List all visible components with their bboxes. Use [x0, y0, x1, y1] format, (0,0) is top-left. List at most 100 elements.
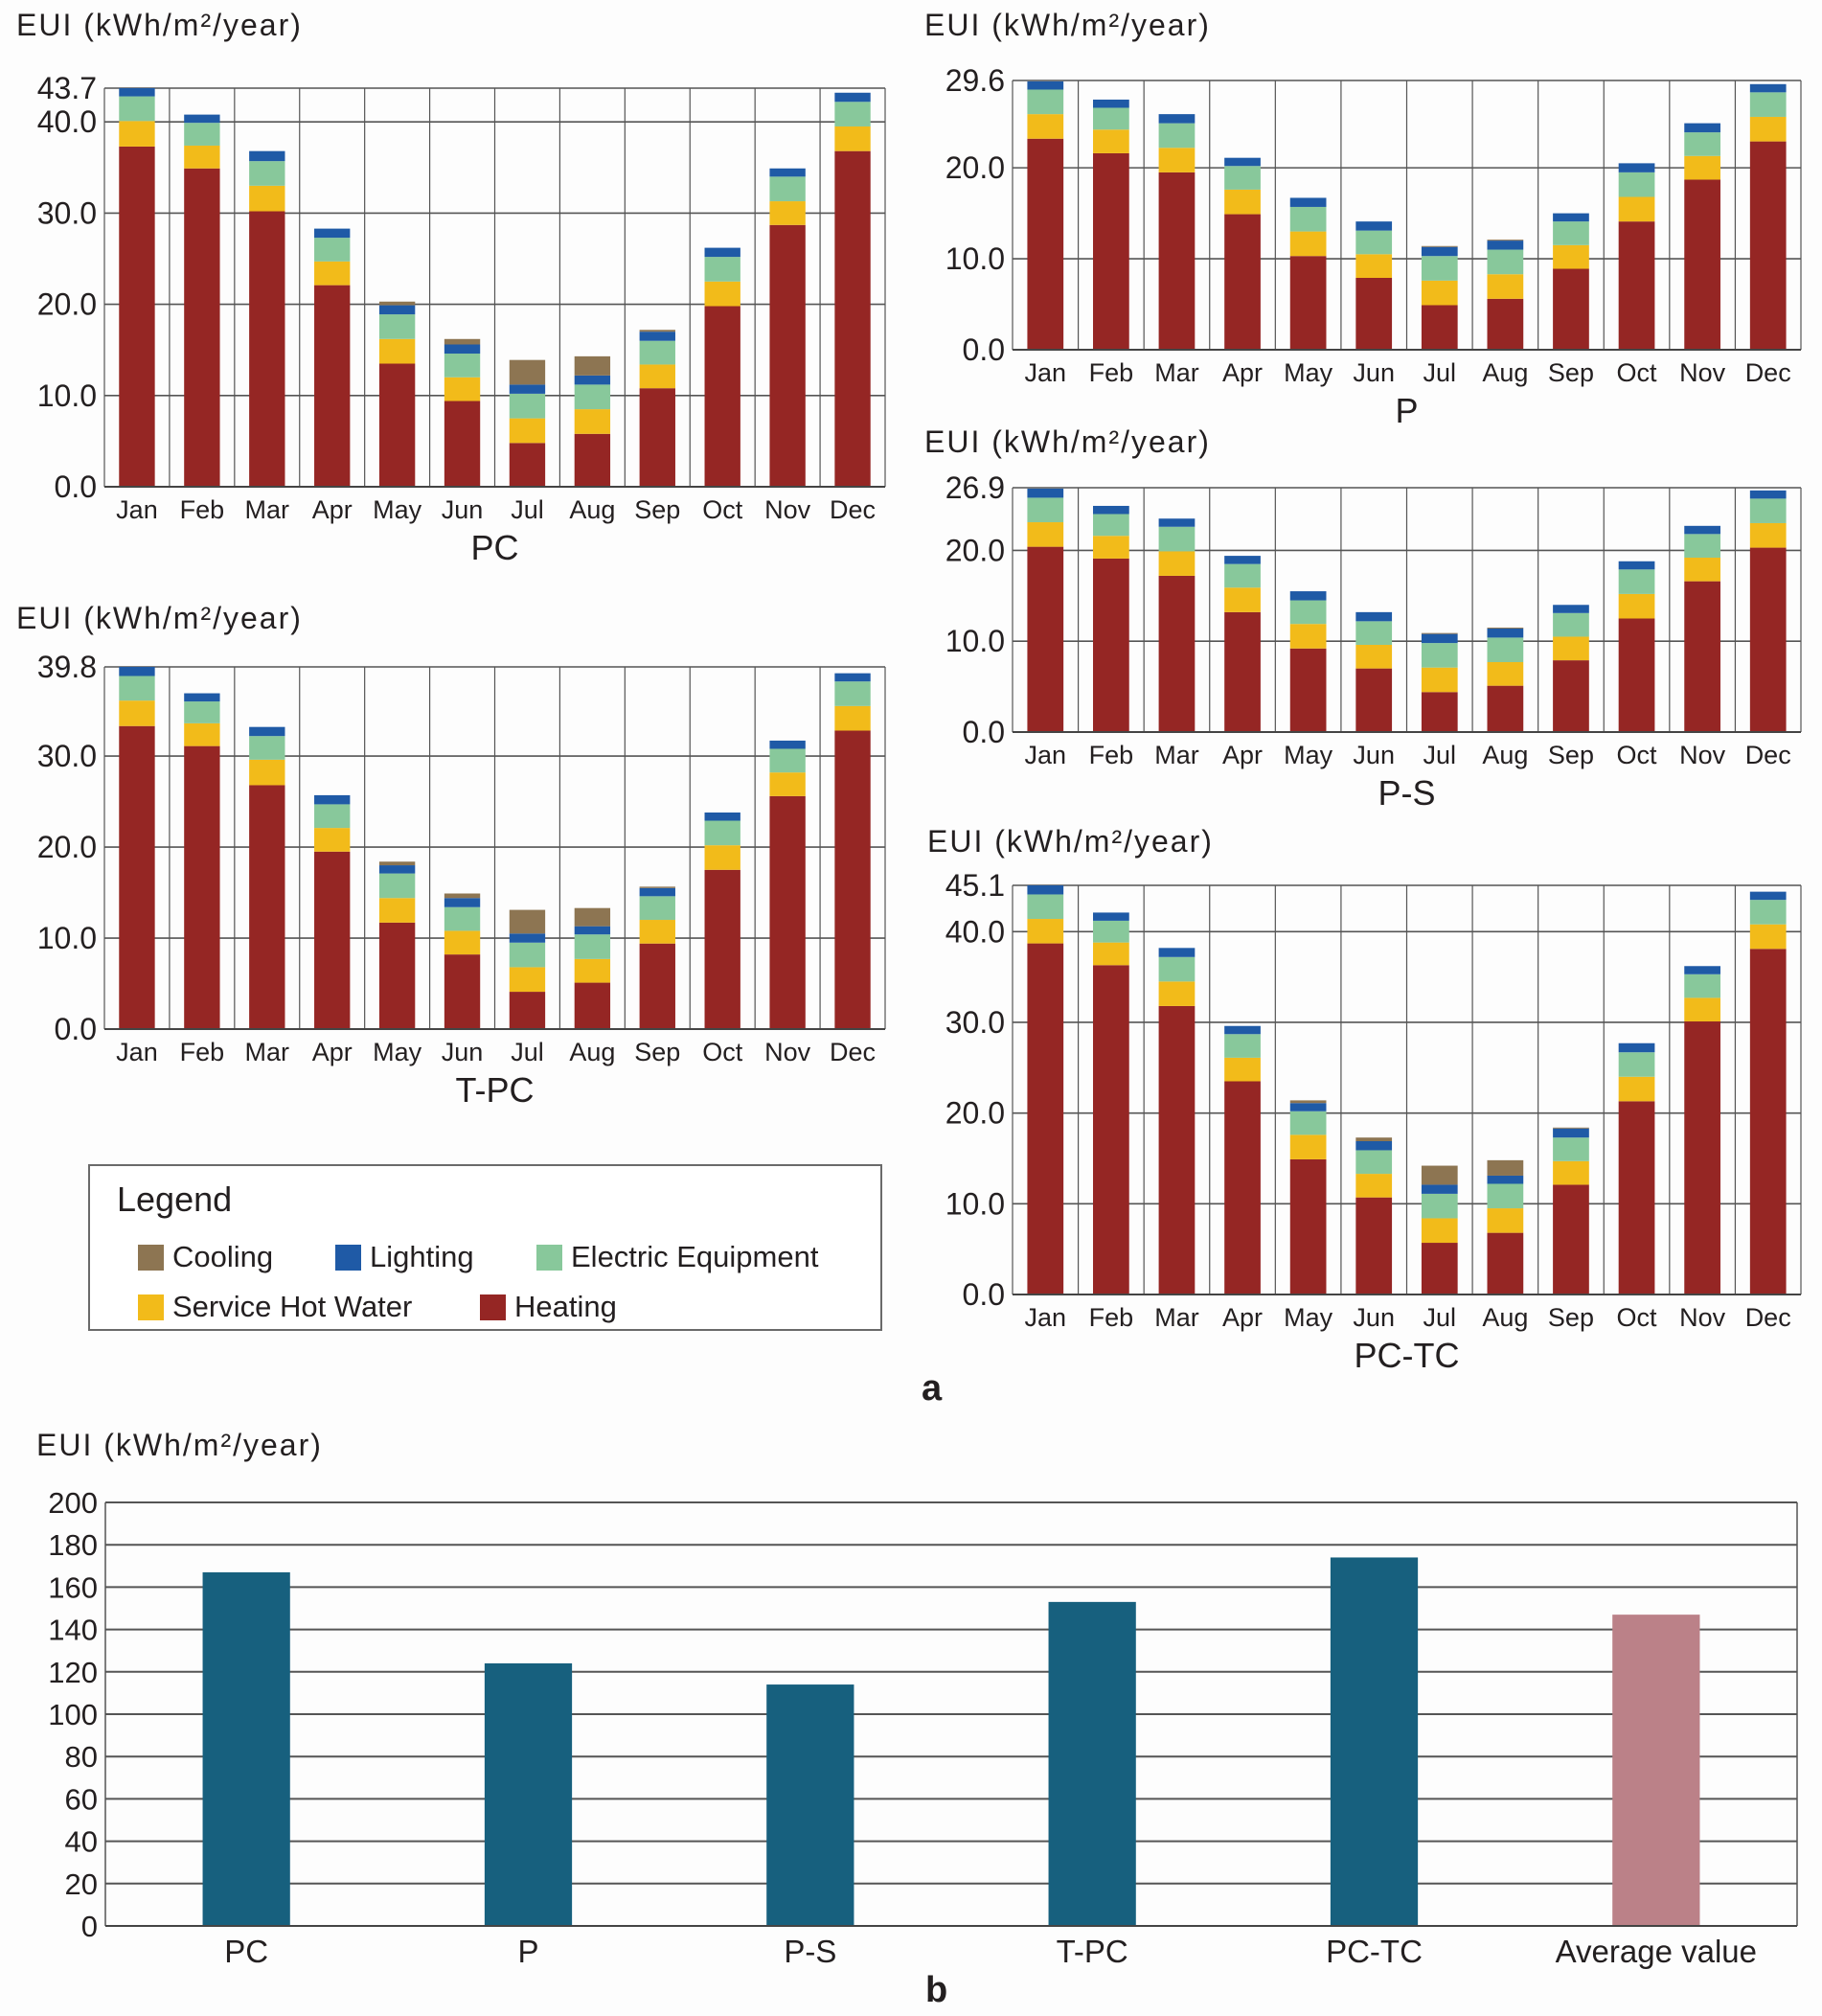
bar-segment-heating	[1158, 172, 1196, 350]
bar-segment-electric-equipment	[314, 238, 351, 262]
bar-segment-lighting	[1355, 1140, 1393, 1151]
bar-segment-heating	[1027, 546, 1064, 732]
y-tick-label: 0.0	[963, 715, 1005, 749]
bar-segment-heating	[1093, 558, 1129, 732]
bar-segment-heating	[378, 363, 416, 487]
bar-segment-lighting	[1553, 1128, 1589, 1138]
bar-segment-electric-equipment	[1093, 920, 1129, 943]
x-tick-label: Jan	[1025, 358, 1067, 387]
bar-segment-service-hot-water	[1224, 189, 1261, 215]
legend-label: Service Hot Water	[172, 1290, 413, 1323]
y-tick-label: 40.0	[945, 914, 1005, 949]
bar-segment-lighting	[119, 88, 155, 97]
bar-segment-heating	[1553, 1184, 1589, 1294]
bar-segment-heating	[574, 982, 611, 1029]
x-tick-label: Jan	[1025, 1303, 1067, 1332]
x-tick-label: Oct	[1617, 741, 1658, 769]
bar-segment-service-hot-water	[184, 145, 220, 169]
bar-segment-lighting	[1421, 633, 1458, 644]
bar-segment-heating	[444, 954, 481, 1029]
bar-segment-electric-equipment	[444, 354, 481, 378]
bar-segment-service-hot-water	[1618, 1076, 1655, 1102]
bar-segment-service-hot-water	[1027, 114, 1064, 139]
bar-segment-service-hot-water	[769, 772, 806, 796]
x-tick-label: Jun	[442, 495, 484, 524]
x-tick-label: Feb	[1089, 1303, 1134, 1332]
bar-segment-lighting	[509, 933, 546, 943]
x-tick-label: Feb	[1089, 741, 1134, 769]
bar-segment-lighting	[1093, 99, 1129, 108]
bar-segment-heating	[1487, 298, 1524, 350]
bar-segment-electric-equipment	[1553, 1137, 1589, 1161]
x-tick-label: Mar	[1154, 741, 1199, 769]
x-tick-label: Mar	[1154, 358, 1199, 387]
bar-segment-lighting	[574, 375, 611, 385]
bar-segment-heating	[639, 943, 675, 1029]
bar-segment-electric-equipment	[1289, 206, 1327, 232]
x-tick-label: Average value	[1556, 1934, 1757, 1969]
bar	[766, 1684, 854, 1926]
bar-segment-lighting	[1618, 163, 1655, 172]
bar-segment-electric-equipment	[1618, 1052, 1655, 1077]
y-tick-label: 10.0	[945, 1186, 1005, 1221]
bar-segment-lighting	[378, 865, 416, 874]
tpc-chart: 0.0 10.0 20.0 30.0 39.8 Jan Feb Mar Apr May Jun Jul…	[37, 650, 886, 1110]
bar-segment-service-hot-water	[1553, 636, 1589, 661]
bar-segment-cooling	[1487, 240, 1524, 241]
bar-segment-service-hot-water	[639, 364, 675, 389]
bar-segment-electric-equipment	[1684, 534, 1720, 558]
cooling-swatch	[138, 1244, 164, 1271]
x-tick-label: PC	[224, 1934, 268, 1969]
bar-segment-heating	[1684, 1021, 1720, 1294]
bar-segment-heating	[1618, 1101, 1655, 1294]
bar-segment-service-hot-water	[1158, 981, 1196, 1006]
bar-segment-electric-equipment	[1749, 498, 1787, 523]
bar-segment-service-hot-water	[1093, 942, 1129, 966]
bar-segment-electric-equipment	[834, 681, 871, 706]
bar-segment-electric-equipment	[834, 102, 871, 126]
x-tick-label: Oct	[702, 1038, 743, 1066]
electric-equipment-swatch	[536, 1244, 562, 1271]
x-tick-label: May	[373, 1038, 422, 1066]
y-tick-label: 26.9	[945, 470, 1005, 505]
x-tick-label: Jun	[1353, 741, 1395, 769]
y-tick-label: 180	[48, 1528, 98, 1562]
bar-segment-electric-equipment	[1027, 89, 1064, 115]
bar-segment-lighting	[444, 344, 481, 355]
y-tick-label: 30.0	[37, 195, 97, 230]
bar-segment-electric-equipment	[184, 123, 220, 146]
y-tick-label: 140	[48, 1614, 98, 1647]
bar-segment-service-hot-water	[1684, 557, 1720, 582]
y-tick-label: 60	[65, 1782, 98, 1816]
legend-item-cooling: Cooling	[138, 1240, 273, 1274]
bar-segment-lighting	[1027, 80, 1064, 90]
bar-segment-lighting	[1618, 1042, 1655, 1053]
bar-segment-electric-equipment	[1684, 132, 1720, 156]
bar-segment-heating	[1355, 668, 1393, 732]
bar	[202, 1571, 290, 1926]
x-tick-label: Sep	[634, 1038, 680, 1066]
bar-segment-cooling	[1355, 1137, 1393, 1141]
bar-segment-heating	[639, 388, 675, 487]
bar-segment-lighting	[1289, 197, 1327, 207]
x-tick-label: Oct	[702, 495, 743, 524]
x-tick-label: Apr	[1222, 1303, 1263, 1332]
bar-segment-electric-equipment	[1487, 249, 1524, 275]
x-tick-label: Nov	[1679, 741, 1726, 769]
bar-segment-lighting	[1158, 948, 1196, 957]
x-tick-label: Nov	[1679, 358, 1726, 387]
bar-segment-electric-equipment	[1289, 600, 1327, 625]
bar-segment-service-hot-water	[444, 930, 481, 955]
bar-segment-service-hot-water	[1421, 1218, 1458, 1244]
bar-segment-heating	[1289, 648, 1327, 732]
p-y-axis-label: EUI (kWh/m²/year)	[924, 8, 1211, 42]
y-tick-label: 160	[48, 1570, 98, 1604]
bar-segment-electric-equipment	[1618, 172, 1655, 197]
x-tick-label: Sep	[1548, 1303, 1594, 1332]
x-tick-label: T-PC	[1057, 1934, 1128, 1969]
y-tick-label: 10.0	[37, 378, 97, 413]
bar-segment-lighting	[444, 898, 481, 907]
bar-segment-cooling	[444, 893, 481, 899]
x-tick-label: May	[373, 495, 422, 524]
x-tick-label: Jun	[442, 1038, 484, 1066]
